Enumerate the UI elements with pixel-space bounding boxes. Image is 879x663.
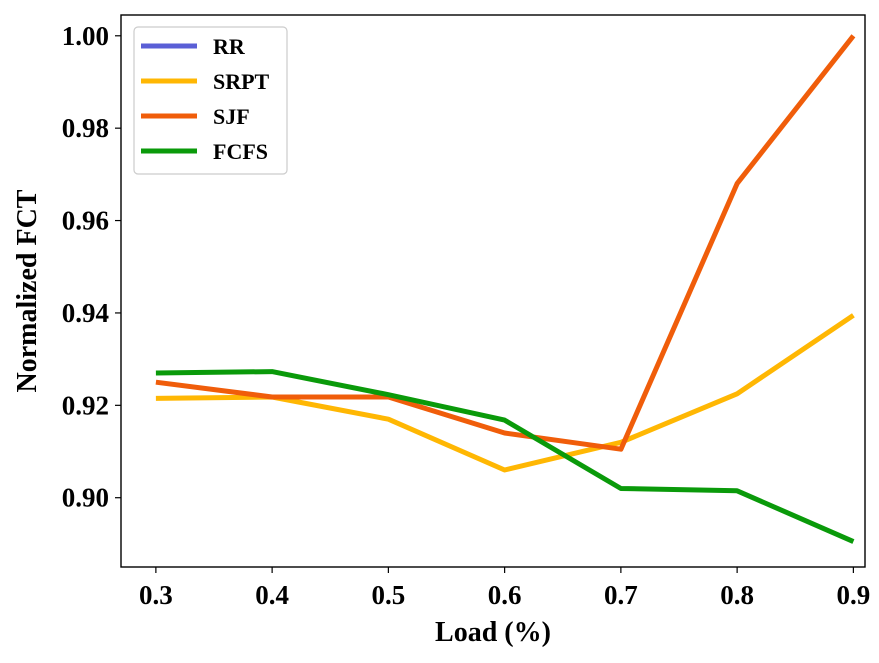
plot-lines — [155, 34, 856, 544]
legend: RR SRPT SJF FCFS — [133, 26, 288, 175]
y-tick-label: 0.94 — [62, 298, 109, 328]
y-tick-label: 1.00 — [62, 21, 109, 51]
x-tick-label: 0.6 — [488, 580, 522, 610]
series-line-sjf — [155, 34, 856, 452]
y-tick-label: 0.96 — [62, 206, 109, 236]
y-tick-label: 0.92 — [62, 390, 109, 420]
series-line-fcfs — [155, 369, 855, 544]
legend-box — [133, 26, 288, 175]
series-line-srpt — [155, 313, 855, 473]
y-tick-label: 0.98 — [62, 113, 109, 143]
x-tick-label: 0.8 — [720, 580, 754, 610]
x-tick-label: 0.7 — [604, 580, 638, 610]
y-axis-label: Normalized FCT — [12, 189, 43, 392]
plot-frame — [120, 14, 866, 568]
y-tick-label: 0.90 — [62, 483, 109, 513]
legend-label-fcfs: FCFS — [213, 139, 268, 164]
legend-label-rr: RR — [213, 34, 246, 59]
legend-label-srpt: SRPT — [213, 69, 270, 94]
x-axis-label: Load (%) — [435, 617, 551, 648]
x-tick-label: 0.3 — [139, 580, 173, 610]
x-tick-label: 0.5 — [372, 580, 406, 610]
legend-label-sjf: SJF — [213, 104, 250, 129]
x-axis: 0.3 0.4 0.5 0.6 0.7 0.8 0.9 — [139, 567, 870, 610]
y-axis: 0.90 0.92 0.94 0.96 0.98 1.00 — [62, 21, 121, 513]
x-tick-label: 0.9 — [837, 580, 871, 610]
x-tick-label: 0.4 — [255, 580, 289, 610]
